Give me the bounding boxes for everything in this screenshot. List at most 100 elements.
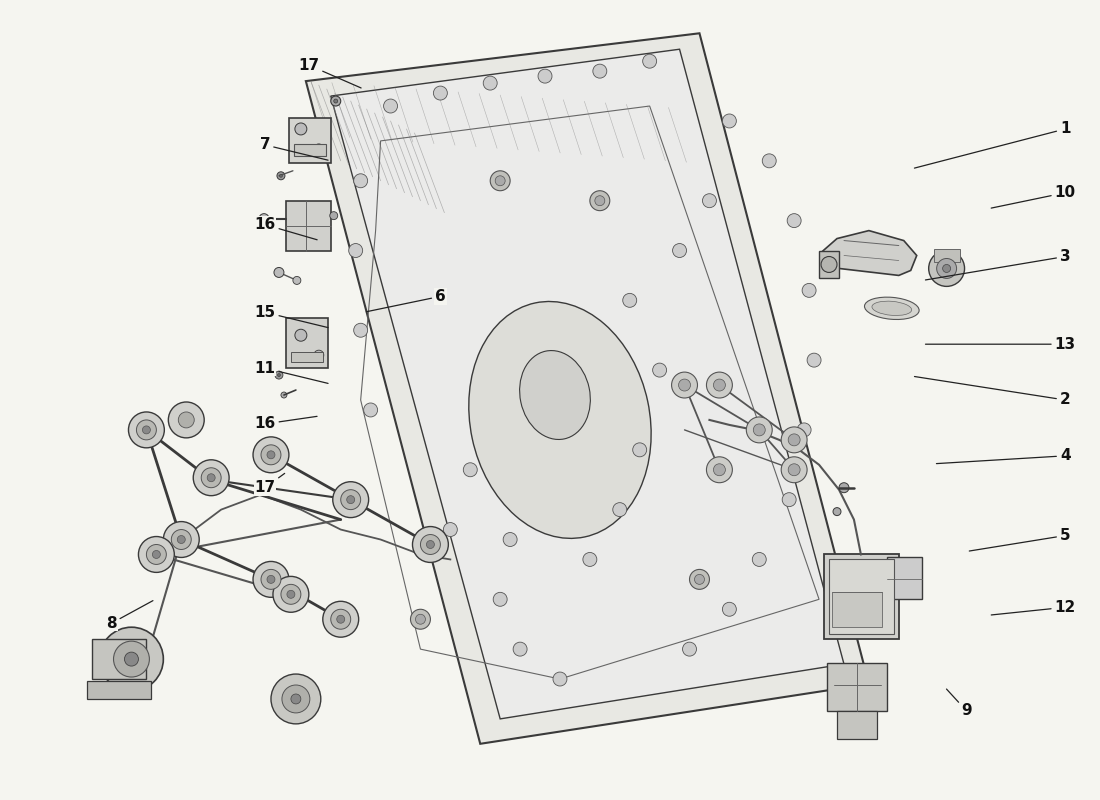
Polygon shape [821,230,916,275]
Circle shape [331,96,341,106]
Circle shape [100,627,163,691]
Circle shape [314,144,323,154]
Circle shape [142,426,151,434]
Circle shape [652,363,667,377]
Text: 16: 16 [254,416,317,431]
Text: 6: 6 [366,289,446,312]
Circle shape [553,672,566,686]
Circle shape [277,172,285,180]
Circle shape [410,610,430,630]
Circle shape [277,374,280,377]
Circle shape [273,576,309,612]
Circle shape [337,615,344,623]
Circle shape [287,590,295,598]
Circle shape [412,526,449,562]
Circle shape [789,464,800,476]
Circle shape [295,330,307,342]
Circle shape [593,64,607,78]
Circle shape [538,69,552,83]
Circle shape [723,114,736,128]
Circle shape [153,550,161,558]
Circle shape [623,294,637,307]
Circle shape [642,54,657,68]
Circle shape [703,194,716,208]
Circle shape [781,457,807,482]
Text: 3: 3 [925,249,1070,280]
Circle shape [113,641,150,677]
Circle shape [280,584,301,604]
Ellipse shape [865,297,920,319]
Circle shape [690,570,710,590]
Text: 9: 9 [946,689,972,718]
Polygon shape [331,50,844,719]
Circle shape [463,462,477,477]
Text: 13: 13 [925,337,1076,352]
Bar [832,592,882,627]
Circle shape [943,265,950,273]
Circle shape [172,530,191,550]
Circle shape [346,496,354,504]
Circle shape [714,379,725,391]
Text: 10: 10 [991,186,1076,208]
Circle shape [723,602,736,616]
Ellipse shape [872,301,912,315]
Bar [294,144,326,156]
Circle shape [275,371,283,379]
Circle shape [672,372,697,398]
Circle shape [583,553,597,566]
Circle shape [280,392,287,398]
Polygon shape [306,34,869,744]
Circle shape [267,575,275,583]
Circle shape [330,212,338,220]
Circle shape [178,412,195,428]
Circle shape [331,610,351,630]
Circle shape [802,283,816,298]
Text: 16: 16 [254,217,317,240]
Circle shape [752,553,767,566]
Circle shape [146,545,166,565]
Circle shape [839,482,849,493]
Bar [286,201,331,250]
Circle shape [124,652,139,666]
Text: 17: 17 [254,474,285,495]
Circle shape [207,474,216,482]
Text: 4: 4 [936,448,1070,464]
Circle shape [333,482,369,518]
Circle shape [177,535,185,543]
Circle shape [491,170,510,190]
Circle shape [349,243,363,258]
Circle shape [267,451,275,458]
Circle shape [706,457,733,482]
Circle shape [679,379,691,391]
Circle shape [590,190,609,210]
Circle shape [333,99,338,103]
Circle shape [420,534,440,554]
Circle shape [781,427,807,453]
Circle shape [354,323,367,338]
Circle shape [354,174,367,188]
Circle shape [290,694,301,704]
Circle shape [782,493,796,506]
Bar [829,559,894,634]
Circle shape [807,353,821,367]
Circle shape [295,123,307,135]
Circle shape [163,522,199,558]
Circle shape [937,258,957,278]
Text: 15: 15 [254,305,328,327]
Circle shape [279,174,283,178]
Text: 12: 12 [991,600,1076,615]
Circle shape [322,602,359,637]
Circle shape [493,592,507,606]
Circle shape [129,412,164,448]
Circle shape [384,99,397,113]
Ellipse shape [469,302,651,538]
Circle shape [201,468,221,488]
Circle shape [194,460,229,496]
Bar [290,352,322,362]
Circle shape [258,214,270,224]
Circle shape [682,642,696,656]
Ellipse shape [519,350,591,439]
Circle shape [416,614,426,624]
Circle shape [762,154,777,168]
Text: 1: 1 [914,122,1070,168]
